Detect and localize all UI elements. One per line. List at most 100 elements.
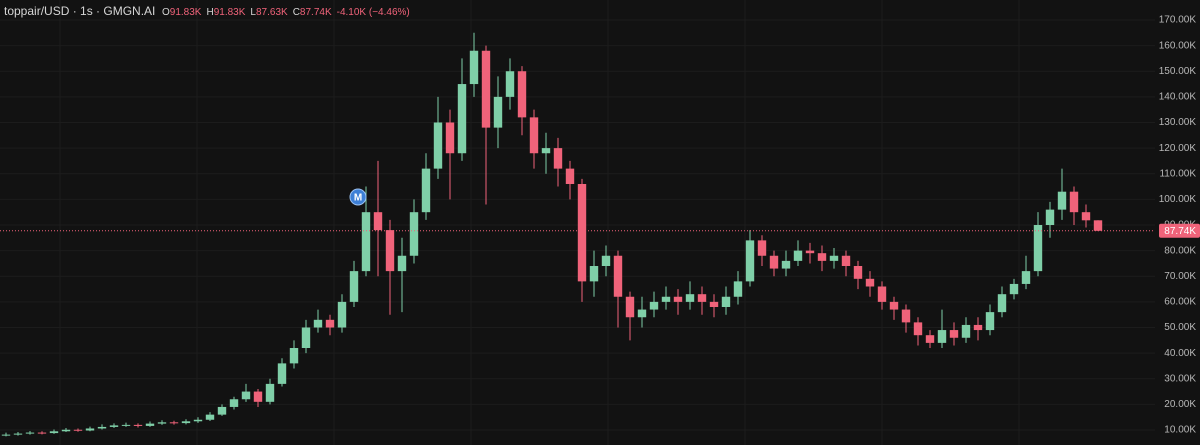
- candle-body: [901, 309, 911, 323]
- candle-body: [1, 434, 11, 436]
- candle-body: [265, 383, 275, 402]
- ohlc-value: 87.63K: [256, 7, 288, 18]
- candle-body: [349, 271, 359, 302]
- candle-body: [949, 330, 959, 338]
- candle-body: [493, 96, 503, 128]
- candle-body: [229, 399, 239, 407]
- candle-body: [781, 260, 791, 269]
- ohlc-key: H: [206, 7, 213, 18]
- candle-body: [133, 424, 143, 426]
- candle-body: [1057, 191, 1067, 210]
- header: toppair/USD · 1s · GMGN.AI: [4, 4, 155, 18]
- candle-body: [433, 122, 443, 169]
- y-tick-label: 170.00K: [1159, 15, 1197, 26]
- candle-body: [829, 255, 839, 261]
- candle-body: [517, 71, 527, 118]
- marker-label: M: [354, 193, 362, 204]
- candle-body: [85, 428, 95, 431]
- candle-body: [541, 148, 551, 154]
- ohlc-legend: O91.83K H91.83K L87.63K C87.74K -4.10K (−4.4…: [162, 7, 410, 18]
- y-tick-label: 10.00K: [1164, 425, 1196, 436]
- last-price-box: [1159, 223, 1200, 238]
- candle-body: [73, 429, 83, 431]
- candle-body: [193, 419, 203, 422]
- candle-body: [1021, 271, 1031, 284]
- candle-body: [253, 391, 263, 402]
- grid: [0, 0, 1155, 445]
- candle-body: [1069, 191, 1079, 213]
- y-tick-label: 40.00K: [1164, 348, 1196, 359]
- candle-body: [937, 330, 947, 343]
- candle-body: [721, 296, 731, 308]
- y-tick-label: 80.00K: [1164, 245, 1196, 256]
- y-tick-label: 60.00K: [1164, 297, 1196, 308]
- ohlc-value: 91.83K: [214, 7, 246, 18]
- candle-body: [301, 327, 311, 349]
- candle-body: [625, 296, 635, 318]
- candle-body: [769, 255, 779, 269]
- candle-body: [685, 294, 695, 302]
- ohlc-key: O: [162, 7, 170, 18]
- price-axis: 10.00K 20.00K 30.00K 40.00K 50.00K 60.00K 70.0…: [0, 15, 1200, 436]
- candle-body: [709, 301, 719, 308]
- candle-body: [49, 431, 59, 434]
- candle-body: [241, 391, 251, 400]
- candle-body: [481, 50, 491, 128]
- last-price-label: 87.74K: [1164, 226, 1196, 237]
- y-tick-label: 140.00K: [1159, 92, 1197, 103]
- marker-badge[interactable]: [349, 188, 367, 206]
- candles: [1, 32, 1103, 437]
- candle-body: [385, 230, 395, 272]
- candle-body: [997, 294, 1007, 313]
- y-tick-label: 30.00K: [1164, 373, 1196, 384]
- ohlc-key: L: [250, 7, 256, 18]
- candle-body: [1081, 212, 1091, 221]
- candle-body: [325, 319, 335, 328]
- candle-body: [613, 255, 623, 297]
- candle-body: [745, 240, 755, 282]
- candle-body: [601, 255, 611, 267]
- candle-body: [637, 309, 647, 318]
- candle-body: [25, 432, 35, 434]
- candle-body: [157, 422, 167, 424]
- candle-body: [1033, 224, 1043, 272]
- candle-body: [565, 168, 575, 184]
- candle-body: [469, 50, 479, 85]
- candle-body: [889, 301, 899, 310]
- candle-body: [313, 319, 323, 328]
- candle-body: [109, 425, 119, 427]
- candle-body: [529, 117, 539, 154]
- candle-body: [169, 422, 179, 424]
- event-marker: M: [349, 188, 367, 206]
- candle-body: [1093, 220, 1103, 231]
- y-tick-label: 150.00K: [1159, 66, 1197, 77]
- candle-body: [733, 281, 743, 297]
- ohlc-value: 91.83K: [170, 7, 202, 18]
- y-tick-label: 130.00K: [1159, 117, 1197, 128]
- symbol-title: toppair/USD · 1s · GMGN.AI: [4, 4, 155, 18]
- change-value: -4.10K (−4.46%): [337, 7, 410, 18]
- candle-body: [817, 253, 827, 261]
- candle-body: [145, 423, 155, 426]
- candle-body: [589, 266, 599, 282]
- candle-body: [1009, 283, 1019, 295]
- candle-body: [397, 255, 407, 272]
- candle-body: [373, 212, 383, 231]
- candle-body: [649, 301, 659, 310]
- candle-body: [793, 250, 803, 261]
- candle-body: [757, 240, 767, 256]
- candle-body: [181, 421, 191, 424]
- candle-body: [1045, 209, 1055, 225]
- candle-body: [217, 406, 227, 415]
- candle-body: [37, 432, 47, 434]
- candle-body: [121, 424, 131, 426]
- candle-body: [961, 324, 971, 338]
- ohlc-value: 87.74K: [300, 7, 332, 18]
- candle-body: [445, 122, 455, 154]
- candle-body: [805, 250, 815, 254]
- candle-body: [577, 183, 587, 282]
- y-tick-label: 50.00K: [1164, 322, 1196, 333]
- candle-body: [973, 324, 983, 331]
